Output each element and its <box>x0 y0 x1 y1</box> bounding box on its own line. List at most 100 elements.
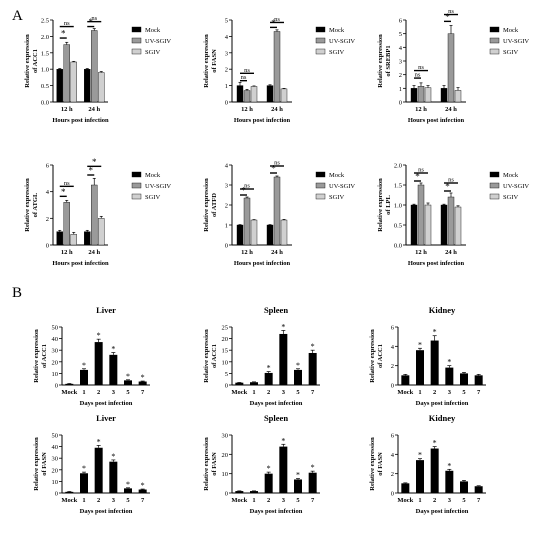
chart3-bar <box>417 86 425 103</box>
chart9-significance-label: * <box>418 340 422 349</box>
chart6-bar <box>410 204 418 246</box>
chart8-bar <box>308 352 317 385</box>
chart2-legend-label: UV-SGIV <box>329 38 355 45</box>
chart4-y-label: Relative expression <box>24 178 31 232</box>
chart7-y-tick-label: 40 <box>52 336 59 343</box>
panel-letter-b: B <box>12 285 23 301</box>
chart3-significance-label: ns <box>448 8 454 15</box>
chart7-y-tick-label: 20 <box>52 359 59 366</box>
chart11-x-label: Days post infection <box>250 508 303 515</box>
chart5-y-tick-label: 4 <box>225 163 229 170</box>
chart8-y-tick-label: 25 <box>222 325 229 332</box>
chart8-bar <box>264 372 273 385</box>
chart1-legend-swatch <box>131 26 142 33</box>
chart10-x-tick-label: 3 <box>112 497 116 504</box>
chart11-title: Spleen <box>264 413 288 423</box>
chart2-bar <box>243 90 251 103</box>
chart8-y-label: of ACC1 <box>211 344 218 368</box>
chart5-y-label: Relative expression <box>203 178 210 232</box>
chart9-x-tick-label: 3 <box>448 389 452 396</box>
chart8-y-tick-label: 15 <box>222 348 229 355</box>
chart11-x-tick-label: 7 <box>311 497 315 504</box>
chart6-y-tick-label: 0.5 <box>394 223 402 230</box>
chart11-bar <box>279 446 288 493</box>
chart7-significance-label: * <box>97 331 101 340</box>
chart5-bar <box>273 176 281 246</box>
chart3-legend-label: SGIV <box>503 49 518 56</box>
chart11-significance-label: * <box>267 464 271 473</box>
chart2-bar <box>273 31 281 103</box>
chart12-x-tick-label: 1 <box>418 497 421 504</box>
chart5-significance-label: * <box>271 164 276 174</box>
chart4-bar <box>91 184 98 246</box>
chart12-bar <box>416 460 424 493</box>
chart1-y-label: Relative expression <box>24 34 31 88</box>
chart6-x-tick-label: 12 h <box>415 249 427 256</box>
chart9-x-tick-label: 5 <box>462 389 466 396</box>
chart9-y-tick-label: 4 <box>391 344 395 351</box>
chart4-bar <box>98 218 105 246</box>
chart11-y-tick-label: 0 <box>225 491 228 498</box>
chart6-bar <box>424 204 432 246</box>
chart7-bar <box>138 381 147 385</box>
chart8-significance-label: * <box>267 364 271 373</box>
chart3-y-label: Relative expression <box>377 34 384 88</box>
chart7-y-tick-label: 10 <box>52 371 59 378</box>
chart7-bar <box>65 383 74 385</box>
chart3-bar <box>440 88 448 103</box>
chart11-x-tick-label: Mock <box>231 497 247 504</box>
chart2-x-tick-label: 12 h <box>241 106 253 113</box>
chart1-significance-label: ns <box>64 20 70 27</box>
chart6-legend-label: SGIV <box>503 194 518 201</box>
chart1-bar <box>84 68 91 103</box>
chart5-x-tick-label: 24 h <box>271 249 283 256</box>
chart10-bar <box>65 491 74 493</box>
chart12-bar <box>445 470 454 493</box>
chart5-significance-label: * <box>241 186 246 196</box>
chart2-y-tick-label: 3 <box>225 50 228 57</box>
chart2-bar <box>236 85 244 103</box>
chart9-bar <box>401 375 410 385</box>
chart3-significance-label: ns <box>418 64 424 71</box>
chart11-y-label: Relative expression <box>203 437 210 491</box>
chart4-legend-swatch <box>131 193 142 200</box>
chart1-y-tick-label: 1.5 <box>41 50 49 57</box>
chart10-bar <box>80 473 88 493</box>
chart6-significance-label: * <box>415 172 420 182</box>
chart8-y-tick-label: 5 <box>225 371 228 378</box>
chart9-x-label: Days post infection <box>416 400 469 407</box>
chart6-legend-label: UV-SGIV <box>503 183 529 190</box>
chart10-significance-label: * <box>82 464 86 473</box>
chart2-y-tick-label: 5 <box>225 18 228 25</box>
chart7-y-label: of ACC1 <box>41 344 48 368</box>
chart3-x-tick-label: 12 h <box>415 106 427 113</box>
chart8-x-label: Days post infection <box>250 400 303 407</box>
chart9-y-tick-label: 2 <box>391 363 394 370</box>
chart3-legend-label: UV-SGIV <box>503 38 529 45</box>
chart10-x-tick-label: 5 <box>126 497 130 504</box>
chart7-x-tick-label: 5 <box>126 389 130 396</box>
chart2-significance-label: ns <box>244 67 250 74</box>
chart1-legend-label: SGIV <box>145 49 160 56</box>
chart5-bar <box>280 219 288 246</box>
chart9-bar <box>430 340 439 385</box>
chart11-y-tick-label: 30 <box>222 433 229 440</box>
chart10-y-tick-label: 30 <box>52 456 59 463</box>
chart4-legend-label: UV-SGIV <box>145 183 171 190</box>
chart4-legend-swatch <box>131 171 142 178</box>
chart6-y-tick-label: 1.5 <box>394 183 402 190</box>
chart5-y-tick-label: 3 <box>225 183 228 190</box>
chart8-x-tick-label: 2 <box>267 389 270 396</box>
chart12-bar <box>474 486 483 493</box>
chart10-y-label: of FASN <box>41 452 48 476</box>
chart6-x-tick-label: 24 h <box>445 249 457 256</box>
chart10-y-tick-label: 40 <box>52 444 59 451</box>
chart8-y-tick-label: 10 <box>222 359 229 366</box>
chart7-bar <box>124 380 132 385</box>
chart5-legend-swatch <box>315 193 326 200</box>
chart1-legend-label: Mock <box>145 27 161 34</box>
chart2-y-tick-label: 1 <box>225 83 228 90</box>
chart6-bar <box>447 196 455 246</box>
chart9-x-tick-label: 1 <box>418 389 421 396</box>
chart11-bar <box>308 472 317 493</box>
